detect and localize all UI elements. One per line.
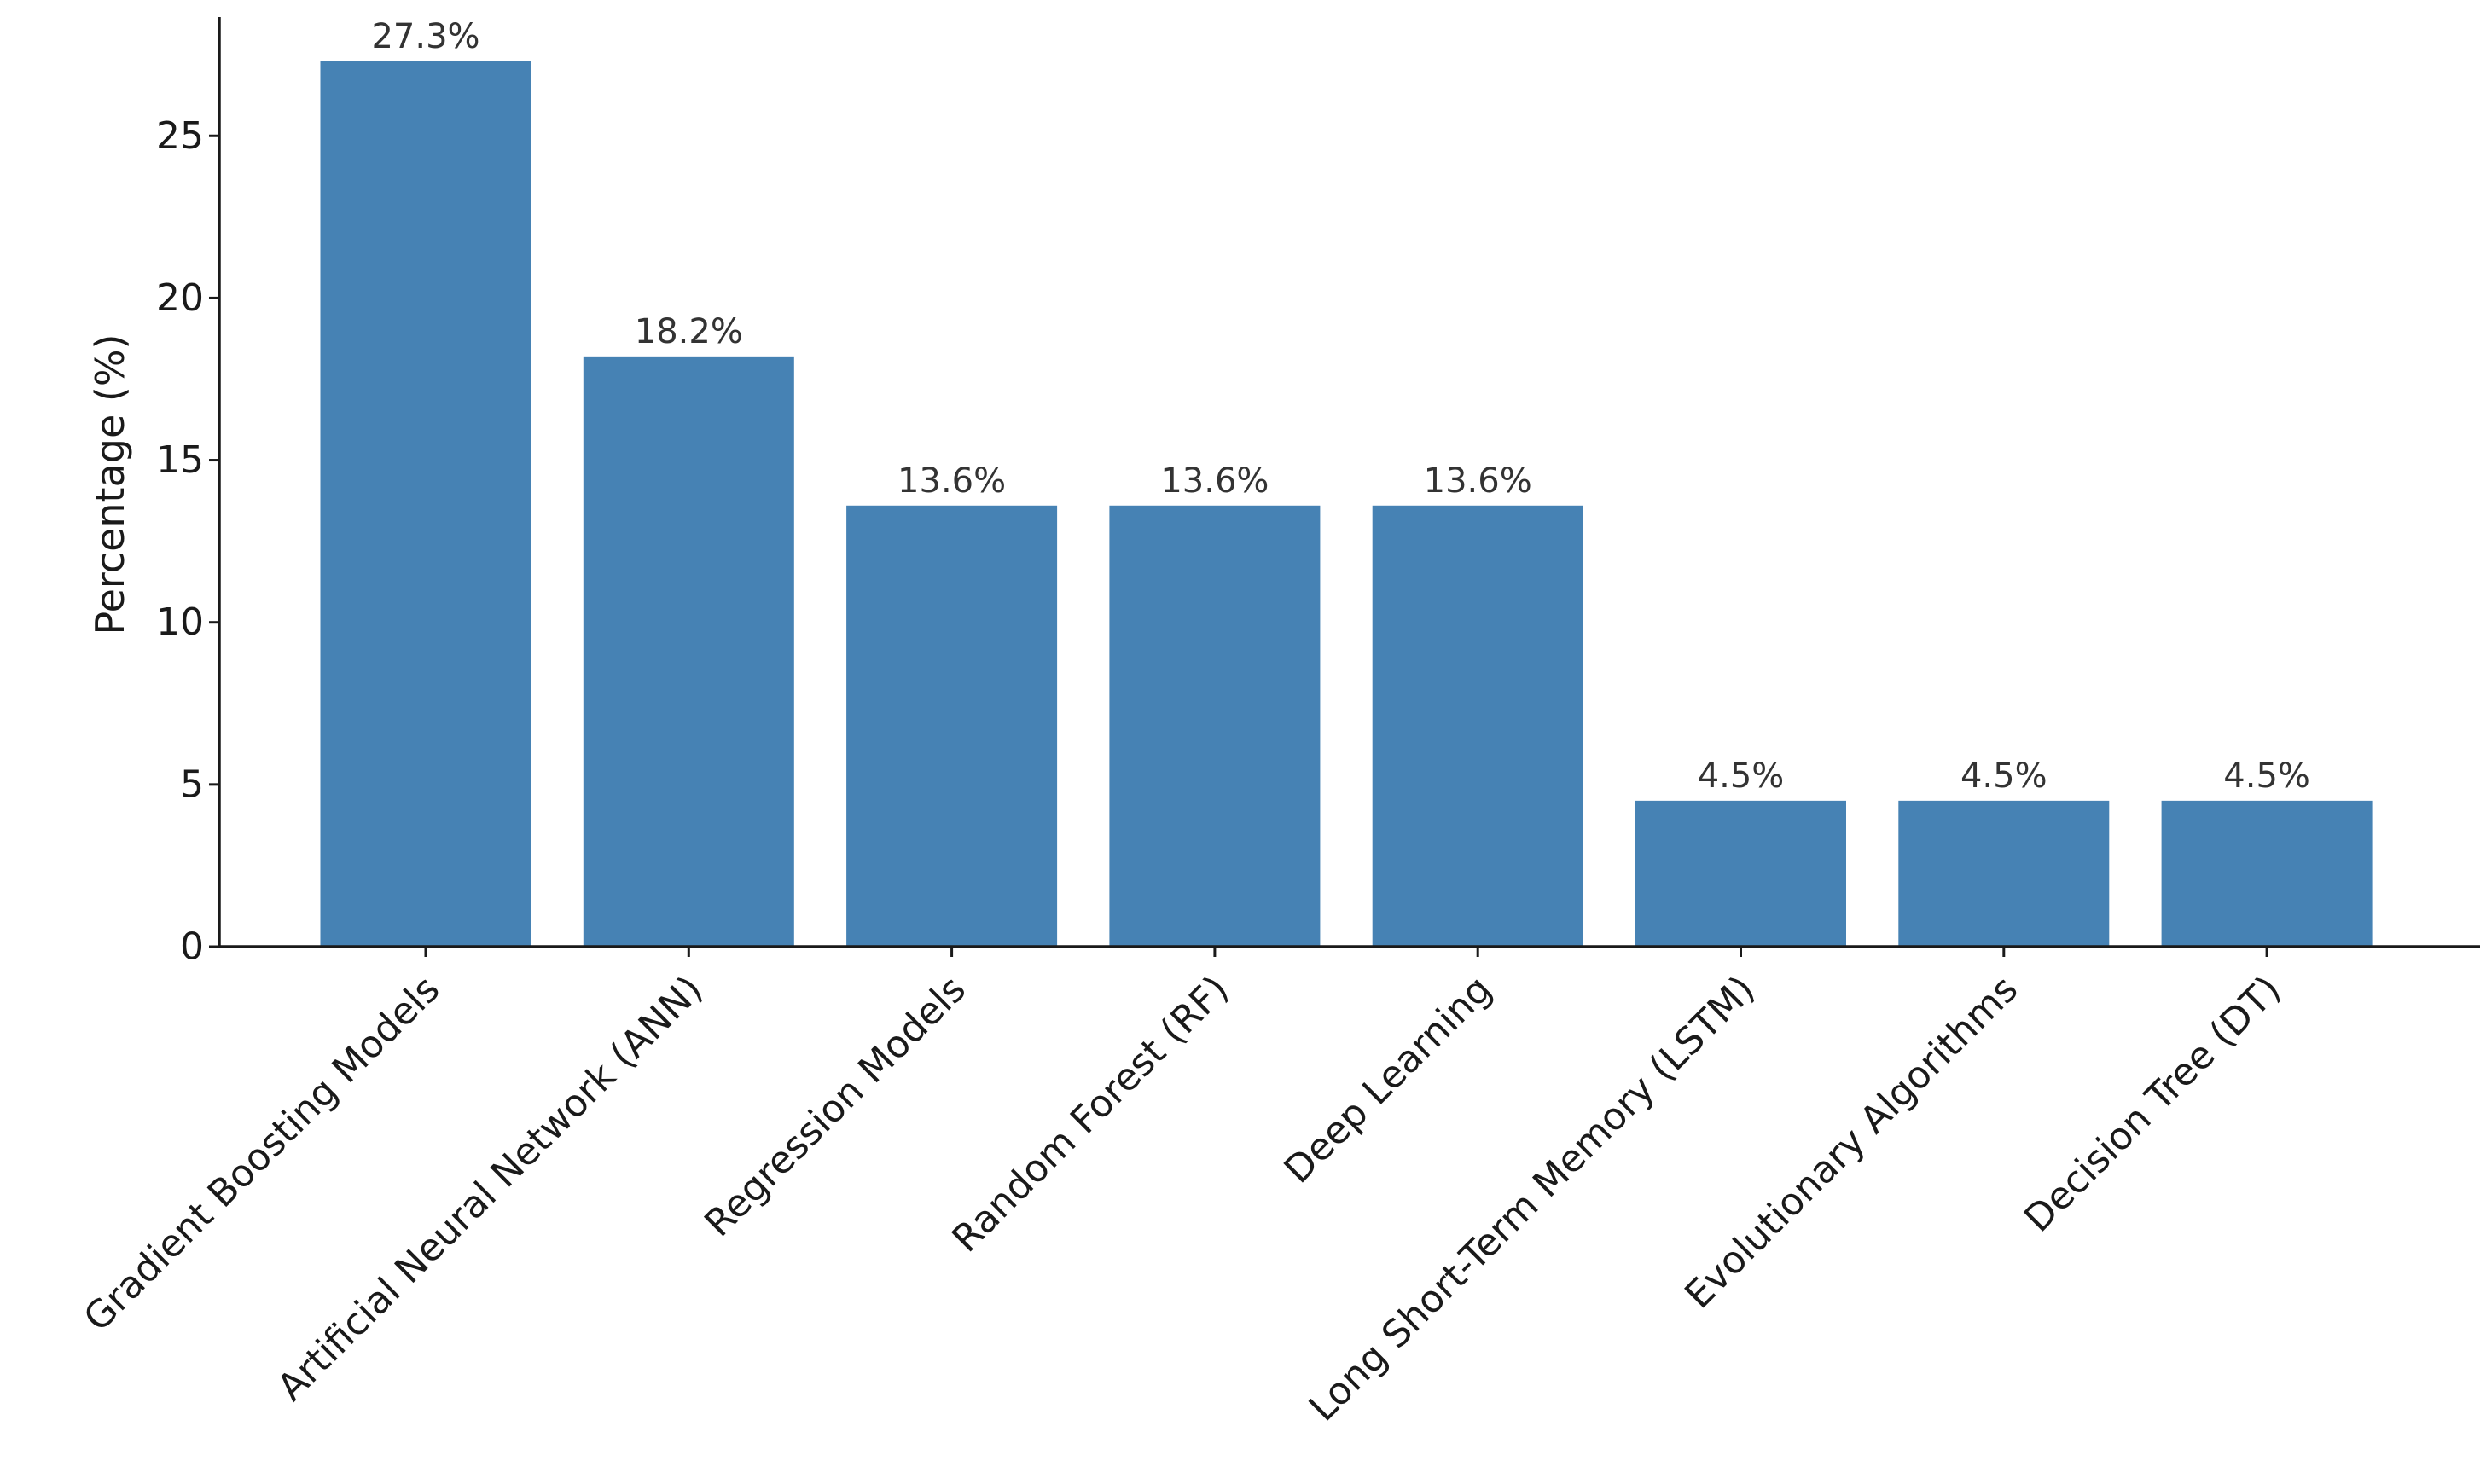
y-tick-label: 5 (180, 762, 204, 806)
bar (1109, 505, 1321, 947)
y-tick-label: 25 (156, 114, 204, 158)
x-tick-label: Deep Learning (1276, 967, 1501, 1191)
bar-value-label: 4.5% (2223, 756, 2310, 796)
bar (846, 505, 1058, 947)
y-tick-label: 10 (156, 600, 204, 644)
y-tick-label: 0 (180, 925, 204, 969)
y-tick-label: 20 (156, 276, 204, 320)
x-tick-label: Random Forest (RF) (944, 967, 1237, 1261)
y-tick-label: 15 (156, 438, 204, 482)
x-tick-label: Artificial Neural Network (ANN) (269, 967, 711, 1409)
bar (2161, 800, 2373, 947)
bar (1372, 505, 1583, 947)
bar-value-label: 4.5% (1698, 756, 1785, 796)
bar (583, 356, 794, 947)
bar (1898, 800, 2110, 947)
bars-layer (320, 61, 2373, 947)
bar-value-label: 13.6% (897, 461, 1006, 501)
y-axis-title: Percentage (%) (87, 334, 133, 635)
bar-value-label: 18.2% (635, 312, 743, 351)
x-tick-label: Regression Models (696, 967, 974, 1245)
bar-labels-layer: 27.3% 18.2% 13.6% 13.6% 13.6% 4.5% 4.5% 4.5% (371, 17, 2309, 796)
x-tick-label: Decision Tree (DT) (2016, 967, 2289, 1240)
bar-value-label: 4.5% (1960, 756, 2047, 796)
bar (1635, 800, 1846, 947)
bar-value-label: 27.3% (371, 17, 479, 56)
bar-value-label: 13.6% (1424, 461, 1532, 501)
x-tick-label: Long Short-Term Memory (LSTM) (1301, 967, 1763, 1429)
bar (320, 61, 531, 947)
y-ticks-layer: 0 5 10 15 20 25 (156, 114, 219, 969)
bar-value-label: 13.6% (1160, 461, 1269, 501)
